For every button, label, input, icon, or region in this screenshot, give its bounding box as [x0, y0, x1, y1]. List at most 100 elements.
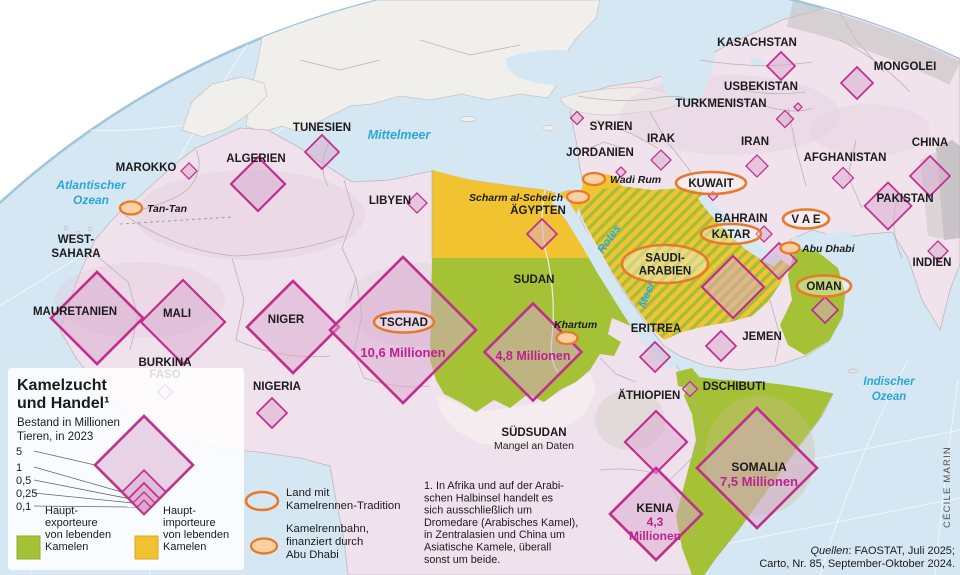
race-oval-label-Oman: OMAN [806, 281, 841, 293]
diamond-Nigeria [255, 396, 289, 430]
racetrack-label-Scharm al-Scheich: Scharm al-Scheich [469, 192, 563, 204]
diamond-Mali [139, 278, 227, 366]
country-PAKISTAN: PAKISTAN [876, 193, 933, 205]
diamond-Niger [245, 279, 341, 375]
race-oval-label-Saudi-Arabien: SAUDI-ARABIEN [639, 253, 691, 278]
red-sea [552, 193, 676, 370]
race-oval-label-VAE: V A E [791, 214, 821, 226]
map-labels: TUNESIEN ALGERIEN MAROKKO WEST-SAHARA MAURET… [33, 37, 952, 543]
race-oval-label-Tschad: TSCHAD [380, 317, 428, 329]
diamond-Irak [650, 149, 672, 171]
diamond-Tunesien [303, 133, 341, 171]
diamond-Jordanien [615, 166, 627, 178]
scale-label-0,25: 0,25 [16, 488, 37, 500]
diamond-Algerien [229, 155, 287, 213]
credit: CÉCILE MARIN [942, 446, 953, 528]
diamond-Iran [745, 154, 769, 178]
value-Millionen: Millionen [629, 529, 681, 543]
race-oval-Katar [699, 222, 763, 246]
country-ALGERIEN: ALGERIEN [226, 153, 285, 165]
gulf-of-oman [790, 232, 856, 248]
racetrack-Khartum [555, 330, 579, 346]
sources-line1: Quellen: FAOSTAT, Juli 2025; [810, 545, 955, 557]
note-Mangel an Daten: Mangel an Daten [494, 440, 574, 452]
country-MALI: MALI [163, 308, 191, 320]
diamond-Jemen [704, 329, 738, 363]
legend: Kamelzucht und Handel¹ Bestand in Millione… [8, 368, 401, 570]
diamond-China [908, 154, 952, 198]
country-TUNESIEN: TUNESIEN [293, 122, 351, 134]
race-oval-label-Kuwait: KUWAIT [688, 178, 733, 190]
diamond-Kasachstan [765, 50, 797, 82]
race-oval-Tschad [372, 310, 436, 334]
seas [505, 22, 856, 394]
sea-Indischer: Indischer Ozean [863, 376, 915, 403]
country-KASACHSTAN: KASACHSTAN [717, 37, 797, 49]
notes: 1. In Afrika und auf der Arabi-schen Hal… [424, 446, 955, 570]
country-CHINA: CHINA [912, 137, 948, 149]
scale-label-5: 5 [16, 446, 22, 458]
diamond-Syrien [569, 110, 585, 126]
country-SOMALIA: SOMALIA [731, 460, 787, 474]
diamond-Indien [927, 240, 949, 262]
value-4,3: 4,3 [647, 515, 664, 529]
racetrack-markers: Tan-Tan Scharm al-Scheich Wadi Rum Abu Dhab… [118, 171, 856, 346]
country-AFGHANISTAN: AFGHANISTAN [804, 152, 887, 164]
racetrack-label-Wadi Rum: Wadi Rum [610, 174, 661, 186]
race-tradition-ovals: TSCHAD KUWAIT KATAR V A E OMAN SAUDI-ARABIEN [372, 170, 853, 334]
scale-leader-0,25 [33, 492, 134, 504]
exporter-swatch [16, 535, 41, 560]
country-KENIA: KENIA [636, 501, 674, 515]
country-NIGERIA: NIGERIA [253, 381, 301, 393]
diamond-Äthiopien [623, 409, 689, 475]
country-LIBYEN: LIBYEN [369, 195, 411, 207]
country-TURKMENISTAN: TURKMENISTAN [675, 98, 766, 110]
value-7,5 Millionen: 7,5 Millionen [720, 474, 798, 489]
diamond-Mauretanien [49, 270, 145, 366]
value-10,6 Millionen: 10,6 Millionen [360, 345, 445, 360]
country-JORDANIEN: JORDANIEN [566, 147, 634, 159]
map-title: Kamelzucht und Handel¹ [17, 377, 109, 412]
aral-sea [750, 57, 764, 67]
black-sea [505, 50, 642, 87]
scale-label-0,5: 0,5 [16, 475, 31, 487]
scale-leader-0,1 [33, 505, 138, 508]
racetrack-Scharm al-Scheich [565, 189, 591, 205]
diamond-Oman [810, 295, 840, 325]
country-USBEKISTAN: USBEKISTAN [724, 81, 798, 93]
exporter-label: Haupt-exporteure von lebenden Kamelen [45, 505, 111, 553]
country-ÄGYPTEN: ÄGYPTEN [510, 204, 566, 217]
scale-diamond-0,1 [136, 499, 152, 515]
country-MAURETANIEN: MAURETANIEN [33, 306, 117, 318]
scale-diamond-5 [93, 414, 195, 516]
racetrack-label-Khartum: Khartum [554, 319, 597, 331]
country-ERITREA: ERITREA [631, 323, 681, 335]
diamond-Libyen [406, 192, 428, 214]
race-oval-Kuwait [674, 170, 748, 196]
scale-leader-1 [33, 466, 123, 493]
racetrack-Wadi Rum [581, 171, 607, 187]
racetrack-Tan-Tan [118, 200, 144, 216]
country-BAHRAIN: BAHRAIN [714, 213, 767, 225]
iberia-landmass [181, 76, 268, 138]
race-tradition-label: Land mit Kamelrennen-Tradition [286, 487, 401, 512]
sea-Atlantischer: Atlantischer Ozean [55, 178, 127, 207]
racetrack-key-icon [249, 537, 279, 555]
map-subtitle: Bestand in Millionen Tieren, in 2023 [17, 417, 120, 443]
scale-label-1: 1 [16, 462, 22, 474]
egypt-importer-fill [432, 170, 600, 258]
country-SYRIEN: SYRIEN [590, 121, 633, 133]
racetrack-label-Abu Dhabi: Abu Dhabi [801, 243, 856, 255]
importer-label: Haupt-importeure von lebenden Kamelen [163, 505, 229, 553]
country-NIGER: NIGER [268, 314, 305, 326]
islands [63, 116, 859, 374]
diamond-Sudan [482, 301, 584, 403]
country-IRAK: IRAK [647, 133, 676, 145]
country-SUDAN: SUDAN [514, 274, 555, 286]
diamond-Somalia [695, 406, 819, 530]
diamond-Afghanistan [831, 166, 855, 190]
persian-gulf [698, 194, 782, 266]
globe-rim-shading [786, 1, 960, 85]
racetrack-Abu Dhabi [779, 241, 801, 255]
